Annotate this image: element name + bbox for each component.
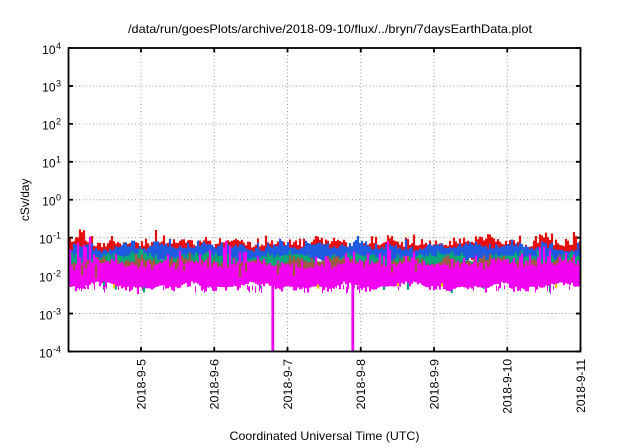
svg-text:2018-9-6: 2018-9-6: [208, 359, 222, 410]
svg-text:2018-9-7: 2018-9-7: [281, 359, 295, 410]
svg-text:-2: -2: [53, 268, 61, 278]
svg-text:10: 10: [39, 270, 53, 284]
svg-text:10: 10: [42, 195, 56, 209]
svg-text:2018-9-8: 2018-9-8: [354, 359, 368, 410]
svg-text:1: 1: [56, 155, 61, 165]
svg-text:-1: -1: [53, 231, 61, 241]
svg-text:0: 0: [56, 193, 61, 203]
svg-text:-3: -3: [53, 306, 61, 316]
svg-text:cSv/day: cSv/day: [18, 178, 32, 221]
svg-text:2018-9-10: 2018-9-10: [501, 359, 515, 414]
svg-text:10: 10: [42, 119, 56, 133]
svg-text:10: 10: [42, 81, 56, 95]
svg-text:4: 4: [56, 41, 61, 51]
svg-text:10: 10: [39, 308, 53, 322]
svg-text:Coordinated Universal Time (UT: Coordinated Universal Time (UTC): [230, 429, 420, 443]
svg-text:10: 10: [39, 346, 53, 360]
svg-text:10: 10: [39, 233, 53, 247]
svg-text:/data/run/goesPlots/archive/20: /data/run/goesPlots/archive/2018-09-10/f…: [128, 22, 533, 36]
svg-text:2018-9-11: 2018-9-11: [574, 359, 588, 413]
svg-text:2018-9-5: 2018-9-5: [134, 359, 148, 410]
svg-text:10: 10: [42, 157, 56, 171]
svg-text:-4: -4: [53, 344, 61, 354]
svg-text:3: 3: [56, 79, 61, 89]
svg-text:10: 10: [42, 43, 56, 57]
svg-text:2: 2: [56, 117, 61, 127]
svg-text:2018-9-9: 2018-9-9: [427, 359, 441, 410]
